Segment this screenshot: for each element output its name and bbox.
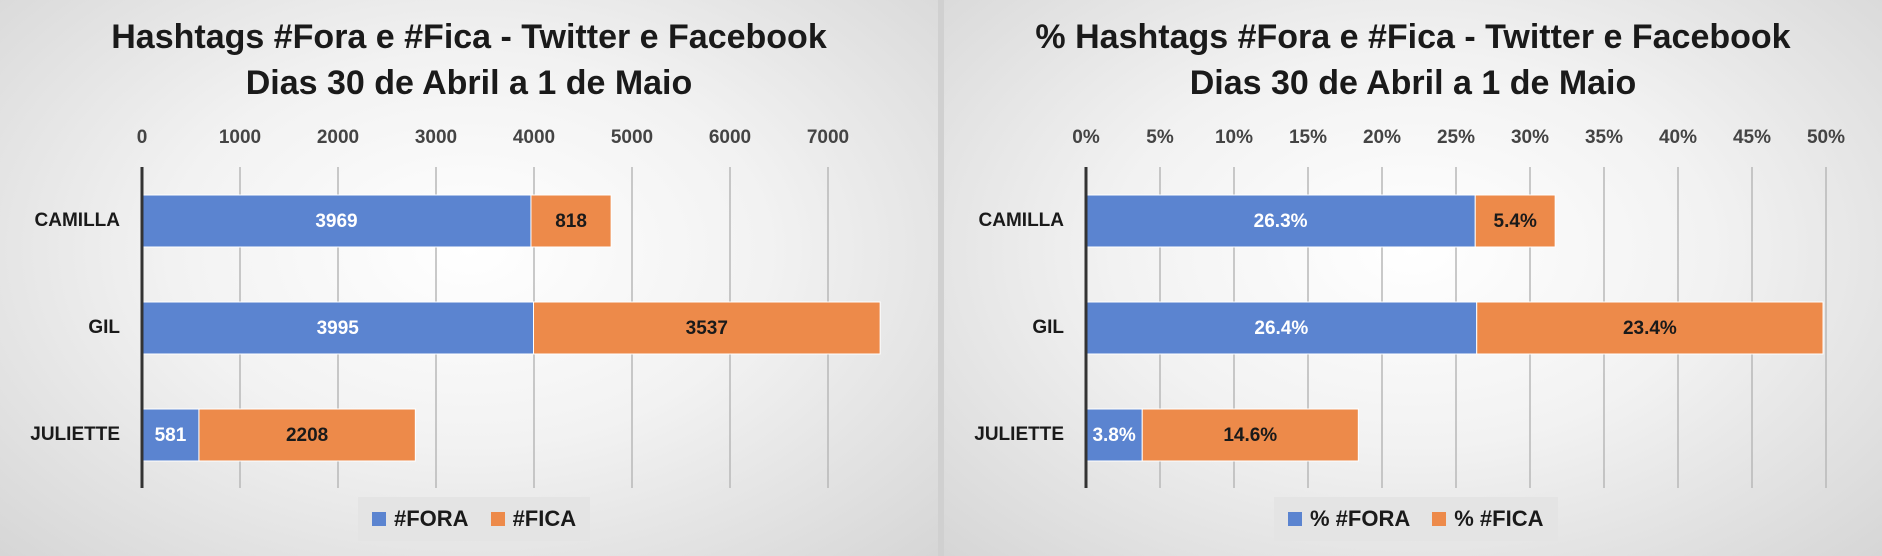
data-label: 5.4%	[1494, 211, 1537, 232]
data-label: 818	[555, 211, 587, 232]
legend: % #FORA % #FICA	[1274, 497, 1558, 541]
chart-title-line-2: Dias 30 de Abril a 1 de Maio	[245, 64, 693, 102]
data-label: 26.3%	[1254, 211, 1308, 232]
x-tick-label: 2000	[317, 127, 359, 148]
legend-swatch-fica	[490, 512, 505, 526]
x-tick-label: 25%	[1437, 127, 1475, 148]
category-label: CAMILLA	[35, 210, 121, 231]
panel-divider	[938, 0, 944, 556]
legend-swatch-fica-percent	[1432, 512, 1447, 526]
legend: #FORA #FICA	[358, 497, 591, 541]
legend-item-fora-percent: % #FORA	[1288, 506, 1410, 532]
category-label: GIL	[1032, 317, 1064, 338]
data-label: 3.8%	[1092, 425, 1135, 446]
legend-swatch-fora-percent	[1288, 512, 1302, 526]
legend-item-fora: #FORA	[372, 506, 469, 532]
x-tick-label: 20%	[1363, 127, 1401, 148]
legend-swatch-fora	[372, 512, 386, 526]
data-label: 3995	[317, 318, 360, 339]
chart-title-line-1: % Hashtags #Fora e #Fica - Twitter e Fac…	[1035, 18, 1791, 56]
bar-fora	[141, 301, 535, 355]
category-label: JULIETTE	[30, 424, 120, 445]
x-tick-label: 50%	[1807, 127, 1845, 148]
x-tick-label: 5000	[611, 127, 653, 148]
chart-panel-counts: Hashtags #Fora e #Fica - Twitter e Faceb…	[0, 0, 938, 556]
bar-plot-counts: 0 1000 2000 3000 4000 5000 6000 7000 3969 818 CAMI…	[30, 127, 881, 488]
x-tick-label: 15%	[1289, 127, 1327, 148]
data-label: 581	[155, 425, 187, 446]
x-tick-label: 5%	[1146, 127, 1174, 148]
x-tick-label: 30%	[1511, 127, 1549, 148]
x-tick-label: 45%	[1733, 127, 1771, 148]
x-tick-label: 7000	[807, 127, 849, 148]
legend-item-fica-percent: % #FICA	[1432, 506, 1544, 532]
bar-fica	[1141, 408, 1359, 462]
data-label: 3537	[686, 318, 728, 339]
category-label: GIL	[88, 317, 120, 338]
x-tick-label: 0%	[1072, 127, 1100, 148]
chart-panel-percent: % Hashtags #Fora e #Fica - Twitter e Fac…	[944, 0, 1882, 556]
x-tick-label: 10%	[1215, 127, 1253, 148]
chart-title-line-2: Dias 30 de Abril a 1 de Maio	[1189, 64, 1637, 102]
bar-plot-percent: 0% 5% 10% 15% 20% 25% 30% 35% 40% 45% 50% 26.3% 5.4%…	[974, 127, 1845, 488]
chart-title: Hashtags #Fora e #Fica - Twitter e Faceb…	[0, 14, 938, 106]
bar-fora	[141, 194, 532, 248]
legend-label-fica-percent: % #FICA	[1454, 506, 1544, 531]
x-tick-label: 40%	[1659, 127, 1697, 148]
data-label: 14.6%	[1223, 425, 1277, 446]
data-label: 3969	[315, 211, 357, 232]
x-tick-label: 4000	[513, 127, 555, 148]
bar-fica	[198, 408, 416, 462]
bar-fica	[530, 194, 612, 248]
legend-label-fica: #FICA	[512, 506, 577, 531]
bar-fica	[533, 301, 881, 355]
legend-item-fica: #FICA	[490, 506, 577, 532]
legend-label-fora: #FORA	[394, 506, 469, 531]
bar-fora	[1085, 194, 1476, 248]
x-tick-label: 35%	[1585, 127, 1623, 148]
chart-title: % Hashtags #Fora e #Fica - Twitter e Fac…	[944, 14, 1882, 106]
category-label: JULIETTE	[974, 424, 1064, 445]
chart-title-line-1: Hashtags #Fora e #Fica - Twitter e Faceb…	[111, 18, 827, 56]
bar-fica	[1474, 194, 1556, 248]
x-tick-label: 3000	[415, 127, 457, 148]
x-tick-label: 1000	[219, 127, 261, 148]
data-label: 2208	[286, 425, 328, 446]
data-label: 23.4%	[1623, 318, 1677, 339]
x-tick-label: 0	[137, 127, 148, 148]
legend-label-fora-percent: % #FORA	[1310, 506, 1411, 531]
x-tick-label: 6000	[709, 127, 751, 148]
category-label: CAMILLA	[979, 210, 1065, 231]
bar-fica	[1476, 301, 1824, 355]
data-label: 26.4%	[1254, 318, 1308, 339]
